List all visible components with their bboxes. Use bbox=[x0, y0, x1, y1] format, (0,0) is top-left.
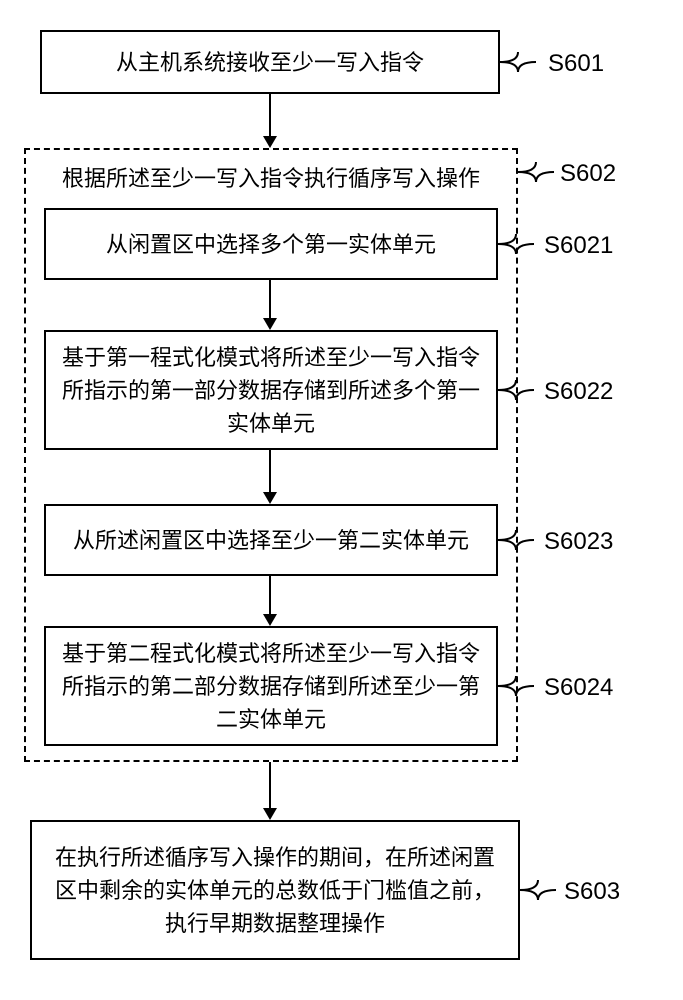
label-s602: S602 bbox=[560, 160, 616, 188]
label-s601: S601 bbox=[548, 50, 604, 78]
node-s601-text: 从主机系统接收至少一写入指令 bbox=[116, 46, 424, 79]
label-s6023: S6023 bbox=[544, 528, 613, 556]
arrow-s6023-s6024 bbox=[270, 576, 271, 626]
arrow-s6021-s6022 bbox=[270, 280, 271, 330]
node-s6023-text: 从所述闲置区中选择至少一第二实体单元 bbox=[73, 524, 469, 557]
node-s6022: 基于第一程式化模式将所述至少一写入指令所指示的第一部分数据存储到所述多个第一实体… bbox=[44, 330, 498, 450]
arrow-s6022-s6023 bbox=[270, 450, 271, 504]
flowchart-canvas: 从主机系统接收至少一写入指令 根据所述至少一写入指令执行循序写入操作 从闲置区中… bbox=[0, 0, 683, 1000]
node-s6022-text: 基于第一程式化模式将所述至少一写入指令所指示的第一部分数据存储到所述多个第一实体… bbox=[62, 341, 480, 440]
group-s602-caption: 根据所述至少一写入指令执行循序写入操作 bbox=[24, 162, 518, 195]
connector-s601 bbox=[500, 52, 540, 72]
node-s603: 在执行所述循序写入操作的期间，在所述闲置区中剩余的实体单元的总数低于门槛值之前，… bbox=[30, 820, 520, 960]
node-s601: 从主机系统接收至少一写入指令 bbox=[40, 30, 500, 94]
node-s6021: 从闲置区中选择多个第一实体单元 bbox=[44, 208, 498, 280]
connector-s6021 bbox=[498, 234, 538, 254]
label-s603: S603 bbox=[564, 878, 620, 906]
connector-s602 bbox=[518, 162, 558, 182]
label-s6022: S6022 bbox=[544, 378, 613, 406]
connector-s6024 bbox=[498, 676, 538, 696]
node-s6023: 从所述闲置区中选择至少一第二实体单元 bbox=[44, 504, 498, 576]
node-s6021-text: 从闲置区中选择多个第一实体单元 bbox=[106, 228, 436, 261]
node-s6024-text: 基于第二程式化模式将所述至少一写入指令所指示的第二部分数据存储到所述至少一第二实… bbox=[62, 637, 480, 736]
node-s6024: 基于第二程式化模式将所述至少一写入指令所指示的第二部分数据存储到所述至少一第二实… bbox=[44, 626, 498, 746]
arrow-s601-s602 bbox=[270, 94, 271, 148]
node-s603-text: 在执行所述循序写入操作的期间，在所述闲置区中剩余的实体单元的总数低于门槛值之前，… bbox=[48, 841, 502, 940]
label-s6021: S6021 bbox=[544, 232, 613, 260]
connector-s6022 bbox=[498, 380, 538, 400]
arrow-s602-s603 bbox=[270, 762, 271, 820]
label-s6024: S6024 bbox=[544, 674, 613, 702]
connector-s6023 bbox=[498, 530, 538, 550]
connector-s603 bbox=[520, 880, 560, 900]
